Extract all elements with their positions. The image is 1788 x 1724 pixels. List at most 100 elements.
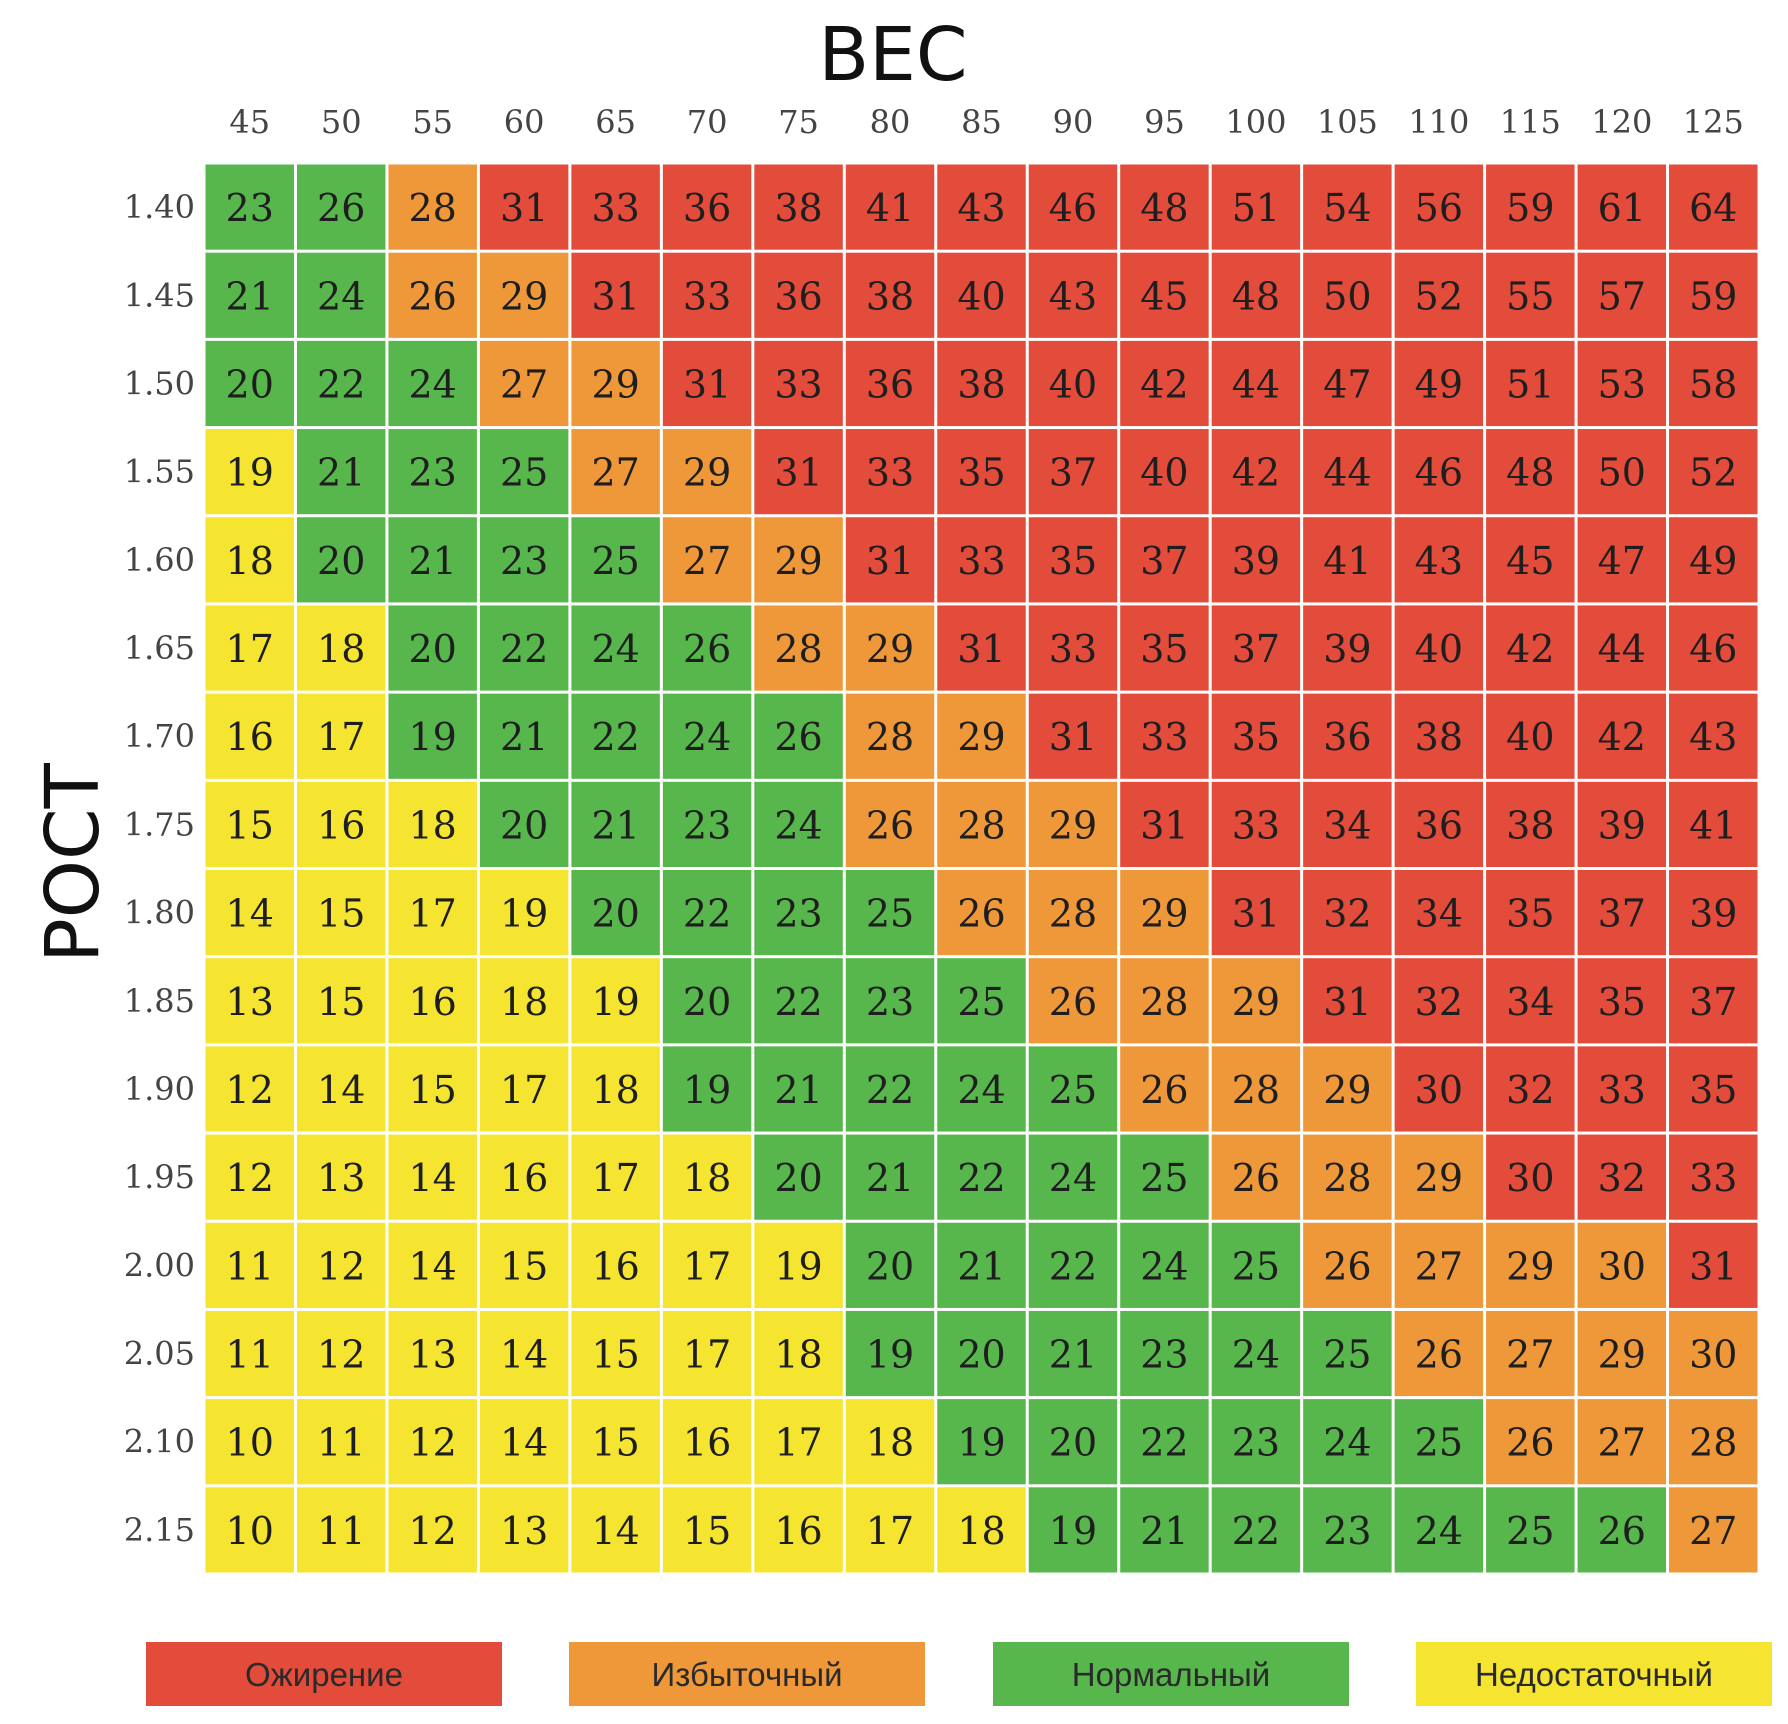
heatmap-cell: [1394, 781, 1484, 867]
heatmap-cell: [1120, 693, 1209, 779]
heatmap-cell: [1394, 429, 1484, 515]
cell-value-label: 17: [591, 1156, 639, 1200]
cell-value-label: 25: [1049, 1068, 1097, 1112]
cell-value-label: 28: [1689, 1421, 1737, 1465]
heatmap-cell: [754, 252, 843, 338]
cell-value-label: 20: [1049, 1421, 1097, 1465]
x-tick-label: 45: [229, 103, 270, 141]
cell-value-label: 32: [1415, 980, 1463, 1024]
heatmap-cell: [1211, 1046, 1301, 1132]
cell-value-label: 29: [591, 362, 639, 406]
cell-value-label: 33: [1232, 803, 1280, 847]
heatmap-cell: [1669, 340, 1758, 427]
heatmap-cell: [479, 1399, 569, 1485]
cell-value-label: 31: [683, 362, 731, 406]
heatmap-cell: [296, 1399, 386, 1485]
cell-value-label: 35: [1232, 715, 1280, 759]
heatmap-cell: [205, 429, 294, 515]
cell-value-label: 15: [317, 980, 365, 1024]
cell-value-label: 38: [1415, 715, 1463, 759]
cell-value-label: 31: [774, 451, 822, 495]
heatmap-cell: [479, 781, 569, 867]
heatmap-cell: [1120, 252, 1209, 338]
cell-value-label: 40: [1049, 362, 1097, 406]
heatmap-cell: [754, 870, 843, 956]
heatmap-cell: [1577, 693, 1667, 779]
heatmap-cell: [1303, 1134, 1392, 1220]
heatmap-cell: [1669, 693, 1758, 779]
heatmap-cell: [1211, 605, 1301, 691]
heatmap-cell: [1486, 693, 1575, 779]
cell-value-label: 31: [957, 627, 1005, 671]
cell-value-label: 21: [408, 539, 456, 583]
heatmap-cell: [1669, 252, 1758, 338]
cell-value-label: 21: [500, 715, 548, 759]
cell-value-label: 18: [774, 1333, 822, 1377]
cell-value-label: 21: [317, 451, 365, 495]
heatmap-cell: [479, 164, 569, 250]
heatmap-cell: [1669, 605, 1758, 691]
heatmap-cell: [1028, 429, 1118, 515]
cell-value-label: 25: [957, 980, 1005, 1024]
cell-value-label: 27: [683, 539, 731, 583]
heatmap-cell: [571, 1310, 660, 1397]
cell-value-label: 36: [1323, 715, 1371, 759]
heatmap-cell: [205, 340, 294, 427]
cell-value-label: 13: [500, 1509, 548, 1553]
heatmap-cell: [1120, 164, 1209, 250]
cell-value-label: 28: [1140, 980, 1188, 1024]
cell-value-label: 58: [1689, 362, 1737, 406]
cell-value-label: 22: [317, 362, 365, 406]
cell-value-label: 15: [226, 803, 274, 847]
heatmap-cell: [1120, 429, 1209, 515]
x-tick-label: 105: [1317, 103, 1378, 141]
heatmap-cell: [479, 605, 569, 691]
heatmap-cell: [571, 1134, 660, 1220]
heatmap-cell: [388, 1222, 477, 1308]
legend-swatch: [1416, 1642, 1772, 1706]
heatmap-cell: [205, 517, 294, 603]
y-tick-label: 1.80: [124, 894, 195, 932]
heatmap-cell: [1394, 1046, 1484, 1132]
cell-value-label: 25: [1323, 1333, 1371, 1377]
y-tick-label: 1.75: [124, 805, 195, 843]
heatmap-cell: [845, 1222, 935, 1308]
heatmap-cell: [388, 605, 477, 691]
heatmap-cell: [388, 1487, 477, 1573]
heatmap-cell: [479, 1222, 569, 1308]
heatmap-cell: [479, 1487, 569, 1573]
cell-value-label: 35: [1598, 980, 1646, 1024]
heatmap-cells: 23 26 28 31 33 36 38 41 43 46 48 51 54 56 59 61 64 21 24 26…: [205, 164, 1758, 1573]
cell-value-label: 38: [774, 186, 822, 230]
cell-value-label: 29: [1323, 1068, 1371, 1112]
cell-value-label: 13: [226, 980, 274, 1024]
cell-value-label: 28: [1049, 892, 1097, 936]
cell-value-label: 45: [1140, 274, 1188, 318]
cell-value-label: 50: [1323, 274, 1371, 318]
heatmap-cell: [845, 1399, 935, 1485]
heatmap-cell: [571, 340, 660, 427]
heatmap-cell: [296, 693, 386, 779]
heatmap-cell: [1577, 252, 1667, 338]
cell-value-label: 28: [957, 803, 1005, 847]
heatmap-cell: [1577, 958, 1667, 1044]
cell-value-label: 32: [1323, 892, 1371, 936]
x-tick-label: 55: [412, 103, 453, 141]
heatmap-cell: [662, 1134, 752, 1220]
cell-value-label: 43: [1415, 539, 1463, 583]
cell-value-label: 32: [1506, 1068, 1554, 1112]
heatmap-cell: [662, 164, 752, 250]
cell-value-label: 21: [1049, 1333, 1097, 1377]
heatmap-cell: [1211, 340, 1301, 427]
heatmap-cell: [845, 1046, 935, 1132]
y-tick-label: 2.05: [124, 1335, 195, 1373]
cell-value-label: 18: [683, 1156, 731, 1200]
heatmap-cell: [1120, 1046, 1209, 1132]
heatmap-cell: [479, 1310, 569, 1397]
heatmap-cell: [1577, 1134, 1667, 1220]
heatmap-cell: [205, 870, 294, 956]
heatmap-cell: [754, 164, 843, 250]
y-tick-label: 1.55: [124, 453, 195, 491]
cell-value-label: 29: [866, 627, 914, 671]
heatmap-cell: [296, 1222, 386, 1308]
